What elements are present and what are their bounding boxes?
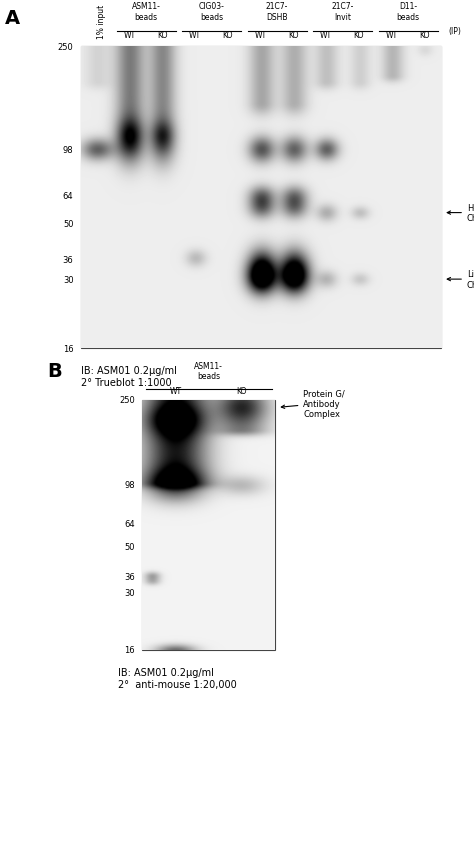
- Text: WT: WT: [320, 31, 332, 40]
- Text: 30: 30: [125, 588, 135, 598]
- Text: 36: 36: [124, 572, 135, 581]
- Text: WT: WT: [386, 31, 398, 40]
- Text: 98: 98: [125, 481, 135, 490]
- Text: 21C7-: 21C7-: [331, 3, 354, 11]
- Text: KO: KO: [354, 31, 364, 40]
- Text: IB: ASM01 0.2μg/ml
2°  anti-mouse 1:20,000: IB: ASM01 0.2μg/ml 2° anti-mouse 1:20,00…: [118, 667, 237, 689]
- Text: 50: 50: [63, 220, 73, 228]
- Text: beads: beads: [135, 14, 158, 22]
- Text: KO: KO: [419, 31, 430, 40]
- Text: IB: ASM01 0.2μg/ml
2° Trueblot 1:1000: IB: ASM01 0.2μg/ml 2° Trueblot 1:1000: [81, 366, 176, 387]
- Text: Protein G/
Antibody
Complex: Protein G/ Antibody Complex: [281, 389, 345, 418]
- Text: Light
Chain: Light Chain: [447, 270, 474, 289]
- Text: 36: 36: [63, 256, 73, 264]
- Text: ASM11-: ASM11-: [132, 3, 161, 11]
- Text: KO: KO: [237, 387, 247, 395]
- Text: WT: WT: [255, 31, 267, 40]
- Text: D11-: D11-: [399, 3, 417, 11]
- Text: KO: KO: [288, 31, 299, 40]
- Text: WT: WT: [124, 31, 136, 40]
- Text: B: B: [47, 362, 62, 381]
- Text: WT: WT: [169, 387, 182, 395]
- Text: (IP): (IP): [448, 28, 461, 36]
- Text: 98: 98: [63, 146, 73, 154]
- Text: Invit: Invit: [334, 14, 351, 22]
- Text: 16: 16: [63, 344, 73, 353]
- Text: 30: 30: [63, 276, 73, 284]
- Text: WT: WT: [189, 31, 201, 40]
- Text: A: A: [5, 9, 20, 28]
- Text: DSHB: DSHB: [266, 14, 288, 22]
- Text: 1% input: 1% input: [97, 4, 106, 39]
- Text: 50: 50: [125, 542, 135, 551]
- Text: beads: beads: [397, 14, 419, 22]
- Text: KO: KO: [157, 31, 168, 40]
- Text: 250: 250: [58, 43, 73, 52]
- Text: 64: 64: [63, 192, 73, 201]
- Text: beads: beads: [200, 14, 223, 22]
- Text: 64: 64: [125, 520, 135, 529]
- Text: ASM11-: ASM11-: [194, 362, 223, 370]
- Text: 250: 250: [119, 396, 135, 405]
- Text: Heavy
Chain: Heavy Chain: [447, 204, 474, 223]
- Text: 16: 16: [125, 646, 135, 654]
- Text: KO: KO: [223, 31, 233, 40]
- Text: beads: beads: [197, 372, 220, 381]
- Text: 21C7-: 21C7-: [266, 3, 288, 11]
- Bar: [81, 47, 441, 349]
- Bar: [142, 400, 275, 650]
- Text: CIG03-: CIG03-: [199, 3, 225, 11]
